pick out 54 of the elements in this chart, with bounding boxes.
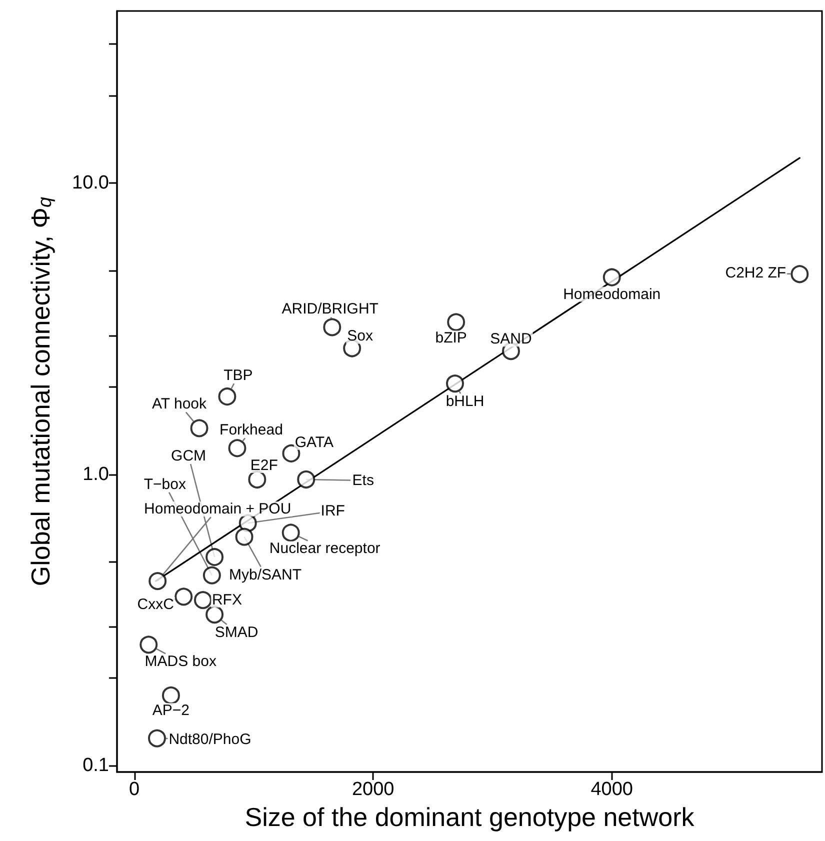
annotation: bZIP <box>435 330 467 347</box>
x-tick-label: 0 <box>129 779 140 800</box>
point <box>228 439 246 458</box>
annotation: Nuclear receptor <box>269 540 380 558</box>
y-tick-label: 0.1 <box>82 755 109 776</box>
point <box>206 548 224 566</box>
point <box>140 636 158 654</box>
annotation: C2H2 ZF <box>725 264 786 282</box>
annotation: Forkhead <box>220 422 283 439</box>
x-axis-title: Size of the dominant genotype network <box>244 802 696 832</box>
annotation: GCM <box>171 448 206 465</box>
point <box>218 388 236 406</box>
x-tick-label: 4000 <box>590 779 634 800</box>
annotation: Ndt80/PhoG <box>168 730 252 748</box>
point <box>282 524 300 542</box>
point <box>235 528 254 546</box>
annotation: GATA <box>294 434 334 451</box>
point <box>602 268 621 286</box>
point <box>148 729 166 748</box>
y-axis-title: Global mutational connectivity, Φq <box>26 196 56 586</box>
annotation: RFX <box>212 592 242 609</box>
annotation: bHLH <box>446 393 484 410</box>
annotation: Sox <box>347 328 374 345</box>
annotation: Ets <box>352 472 374 489</box>
y-tick-label: 1.0 <box>82 464 109 485</box>
point <box>162 686 180 704</box>
point <box>202 566 221 584</box>
point <box>248 470 266 488</box>
annotation: Homeodomain + POU <box>144 500 292 518</box>
annotation: CxxC <box>137 596 174 614</box>
point <box>148 572 167 590</box>
point <box>790 265 809 284</box>
x-tick-label: 2000 <box>352 779 394 800</box>
annotation: AP−2 <box>152 702 190 719</box>
point <box>447 313 466 332</box>
point <box>446 374 464 393</box>
annotation: ARID/BRIGHT <box>282 300 378 318</box>
annotation: IRF <box>320 502 345 520</box>
annotation: MADS box <box>144 653 217 670</box>
annotation: E2F <box>250 456 278 474</box>
point <box>194 591 212 610</box>
annotation: T−box <box>144 476 186 493</box>
annotation: Homeodomain <box>563 286 661 303</box>
annotation: SAND <box>490 330 532 348</box>
annotation: AT hook <box>152 396 207 413</box>
point <box>174 588 193 606</box>
annotation: TBP <box>224 367 253 384</box>
point <box>323 318 342 336</box>
y-tick-label: 10.0 <box>72 172 109 194</box>
point <box>190 419 208 438</box>
point <box>297 470 316 488</box>
annotation: Myb/SANT <box>229 566 302 584</box>
point <box>206 606 224 624</box>
annotation: SMAD <box>214 624 258 642</box>
